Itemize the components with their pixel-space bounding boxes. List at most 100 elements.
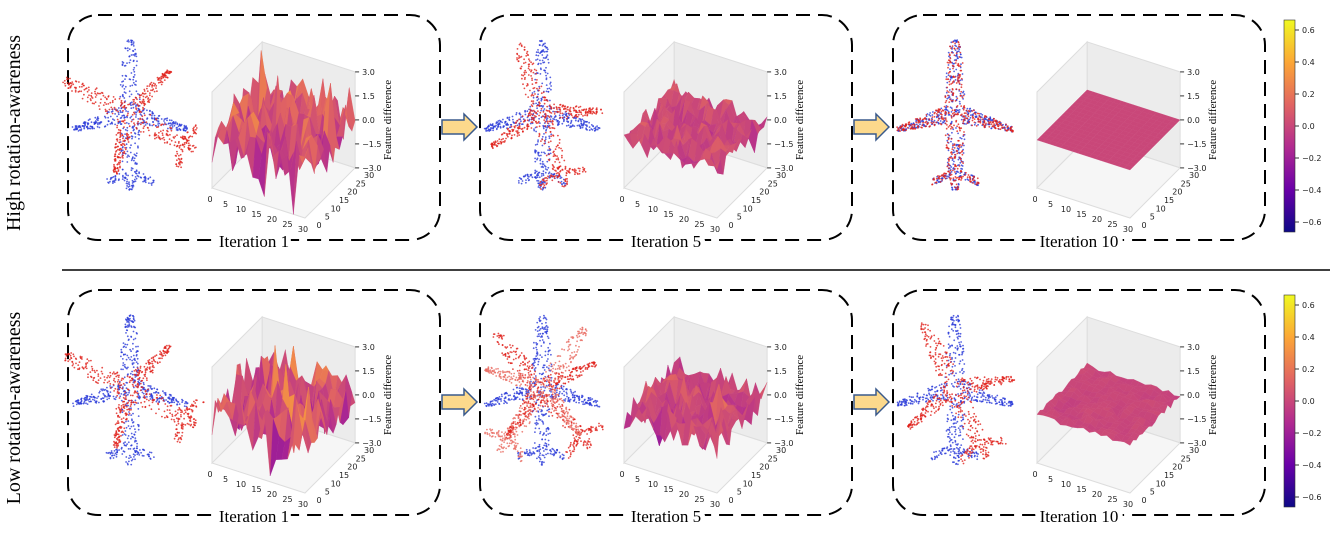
point — [192, 151, 194, 153]
point — [551, 179, 553, 181]
point — [527, 51, 529, 53]
point — [95, 120, 97, 122]
point — [952, 145, 954, 147]
point — [72, 403, 74, 405]
y-tick-label: 20 — [347, 188, 357, 197]
point — [960, 105, 962, 107]
point — [933, 121, 935, 123]
point — [182, 137, 184, 139]
point — [560, 170, 562, 172]
point — [195, 422, 197, 424]
point — [584, 114, 586, 116]
point — [128, 123, 130, 125]
point — [106, 399, 108, 401]
point — [135, 80, 137, 82]
point — [151, 117, 153, 119]
point — [518, 182, 520, 184]
point — [565, 185, 567, 187]
point — [126, 181, 128, 183]
point — [545, 138, 547, 140]
point — [127, 175, 129, 177]
point — [948, 112, 950, 114]
point — [957, 114, 959, 116]
point — [171, 130, 173, 132]
point — [123, 354, 125, 356]
point — [180, 416, 182, 418]
point — [109, 385, 111, 387]
point — [529, 115, 531, 117]
point — [948, 74, 950, 76]
point — [133, 130, 135, 132]
point — [119, 122, 121, 124]
point — [541, 83, 543, 85]
point — [521, 45, 523, 47]
point — [86, 368, 88, 370]
point — [601, 112, 603, 114]
point — [128, 189, 130, 191]
point — [559, 162, 561, 164]
point — [946, 87, 948, 89]
point — [129, 185, 131, 187]
point — [567, 109, 569, 111]
point — [113, 441, 115, 443]
point — [554, 161, 556, 163]
point — [119, 96, 121, 98]
point — [130, 407, 132, 409]
point — [142, 181, 144, 183]
point — [518, 128, 520, 130]
point — [516, 59, 518, 61]
point — [87, 97, 89, 99]
point — [101, 367, 103, 369]
point — [129, 455, 131, 457]
point — [149, 114, 151, 116]
point — [579, 173, 581, 175]
point — [145, 93, 147, 95]
point — [130, 464, 132, 466]
point — [541, 184, 543, 186]
point — [549, 88, 551, 90]
point — [926, 123, 928, 125]
point — [130, 188, 132, 190]
point — [947, 95, 949, 97]
point — [118, 178, 120, 180]
point — [126, 143, 128, 145]
point — [125, 86, 127, 88]
point — [142, 392, 144, 394]
point — [114, 437, 116, 439]
point — [959, 52, 961, 54]
point — [522, 180, 524, 182]
point — [156, 401, 158, 403]
point — [172, 126, 174, 128]
point — [96, 370, 98, 372]
point — [537, 110, 539, 112]
point — [148, 130, 150, 132]
point — [157, 121, 159, 123]
point — [118, 388, 120, 390]
point — [122, 157, 124, 159]
point — [545, 132, 547, 134]
point — [85, 397, 87, 399]
point — [535, 152, 537, 154]
point — [152, 182, 154, 184]
x-tick-label: 10 — [236, 205, 246, 214]
point — [82, 125, 84, 127]
point — [120, 368, 122, 370]
point — [938, 118, 940, 120]
point — [177, 409, 179, 411]
point — [109, 377, 111, 379]
point — [517, 135, 519, 137]
point — [958, 184, 960, 186]
x-tick-label: 0 — [207, 195, 212, 204]
point — [960, 171, 962, 173]
point — [585, 129, 587, 131]
point — [171, 140, 173, 142]
point — [568, 124, 570, 126]
point — [949, 71, 951, 73]
point — [897, 128, 899, 130]
point — [138, 130, 140, 132]
point — [136, 65, 138, 67]
point — [953, 151, 955, 153]
point — [540, 188, 542, 190]
point — [951, 91, 953, 93]
point — [119, 382, 121, 384]
